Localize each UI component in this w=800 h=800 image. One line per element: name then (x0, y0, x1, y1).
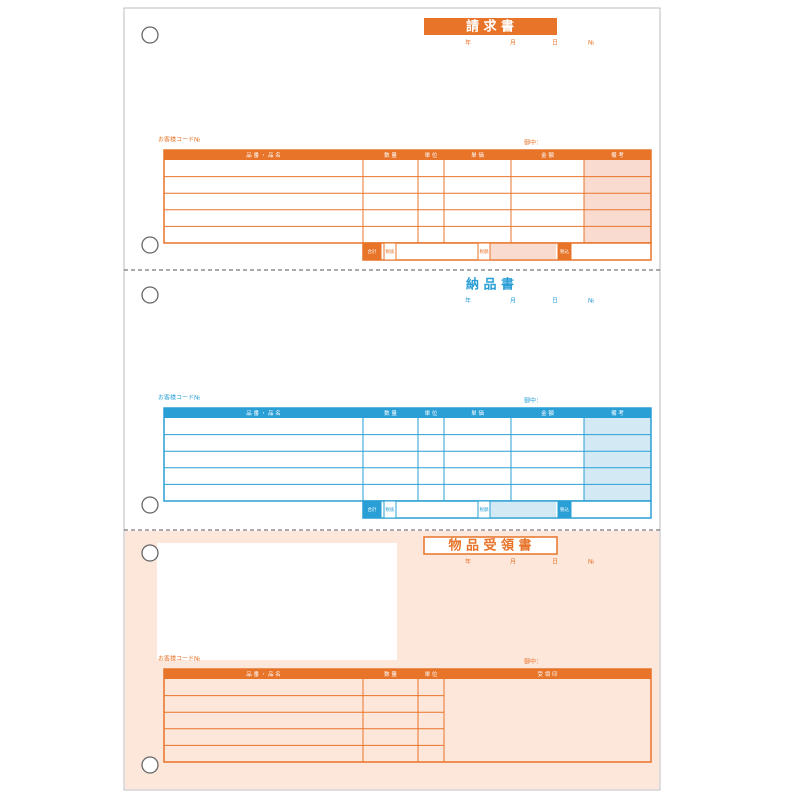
column-header: 金 額 (541, 151, 554, 159)
date-label: 月 (510, 559, 516, 566)
date-label: 年 (465, 558, 471, 566)
column-header: 金 額 (541, 409, 554, 417)
totals-label: 合計 (368, 506, 377, 513)
column-header: 単 位 (425, 409, 438, 417)
date-label: № (588, 298, 594, 305)
table-header (164, 669, 651, 679)
column-header: 受 領 印 (538, 670, 558, 678)
tax-shade (490, 502, 556, 517)
addressee-label: 御中： (524, 658, 542, 666)
totals-label: 税抜 (386, 506, 395, 513)
address-window (157, 543, 397, 660)
customer-code-label: お客様コード№ (158, 394, 200, 402)
totals-label-box (383, 242, 397, 261)
title-box (424, 18, 557, 35)
customer-code-label: お客様コード№ (158, 655, 200, 663)
customer-code-label: お客様コード№ (158, 136, 200, 144)
column-header: 備 考 (611, 409, 624, 417)
column-header: 単 位 (425, 670, 438, 678)
column-header: 品 番 ・ 品 名 (246, 409, 281, 417)
column-header: 品 番 ・ 品 名 (246, 151, 281, 159)
date-label: № (588, 40, 594, 47)
totals-label-box (383, 500, 397, 519)
column-header: 単 価 (471, 151, 484, 159)
punch-holes (141, 26, 159, 774)
column-header: 備 考 (611, 151, 624, 159)
table-frame (163, 668, 652, 763)
column-header: 単 価 (471, 409, 484, 417)
column-header: 数 量 (384, 670, 397, 678)
date-label: 日 (552, 559, 558, 566)
column-header: 品 番 ・ 品 名 (246, 670, 281, 678)
form-title: 納 品 書 (466, 277, 514, 293)
column-header: 数 量 (384, 151, 397, 159)
totals-label: 税額 (480, 248, 489, 255)
table-header (164, 150, 651, 160)
date-label: 年 (465, 39, 471, 47)
form-title: 物 品 受 領 書 (448, 538, 531, 554)
date-label: 月 (510, 298, 516, 305)
totals-label: 合計 (368, 248, 377, 255)
date-label: 年 (465, 297, 471, 305)
totals-label: 税込 (560, 248, 569, 255)
totals-label: 税額 (480, 506, 489, 513)
totals-label-box (557, 242, 572, 261)
table-header (164, 408, 651, 418)
column-header: 数 量 (384, 409, 397, 417)
totals-label-box (477, 500, 491, 519)
title-box (423, 536, 558, 555)
date-label: № (588, 559, 594, 566)
totals-label-box (362, 500, 382, 519)
form-title: 請 求 書 (466, 19, 514, 35)
addressee-label: 御中： (524, 139, 542, 147)
remarks-shade (584, 160, 651, 243)
totals-label: 税込 (560, 506, 569, 513)
tax-shade (490, 244, 556, 259)
date-label: 月 (510, 40, 516, 47)
totals-label-box (477, 242, 491, 261)
date-label: 日 (552, 298, 558, 305)
totals-label-box (557, 500, 572, 519)
date-label: 日 (552, 40, 558, 47)
remarks-shade (584, 418, 651, 501)
addressee-label: 御中： (524, 397, 542, 405)
totals-label-box (362, 242, 382, 261)
column-header: 単 位 (425, 151, 438, 159)
totals-label: 税抜 (386, 248, 395, 255)
